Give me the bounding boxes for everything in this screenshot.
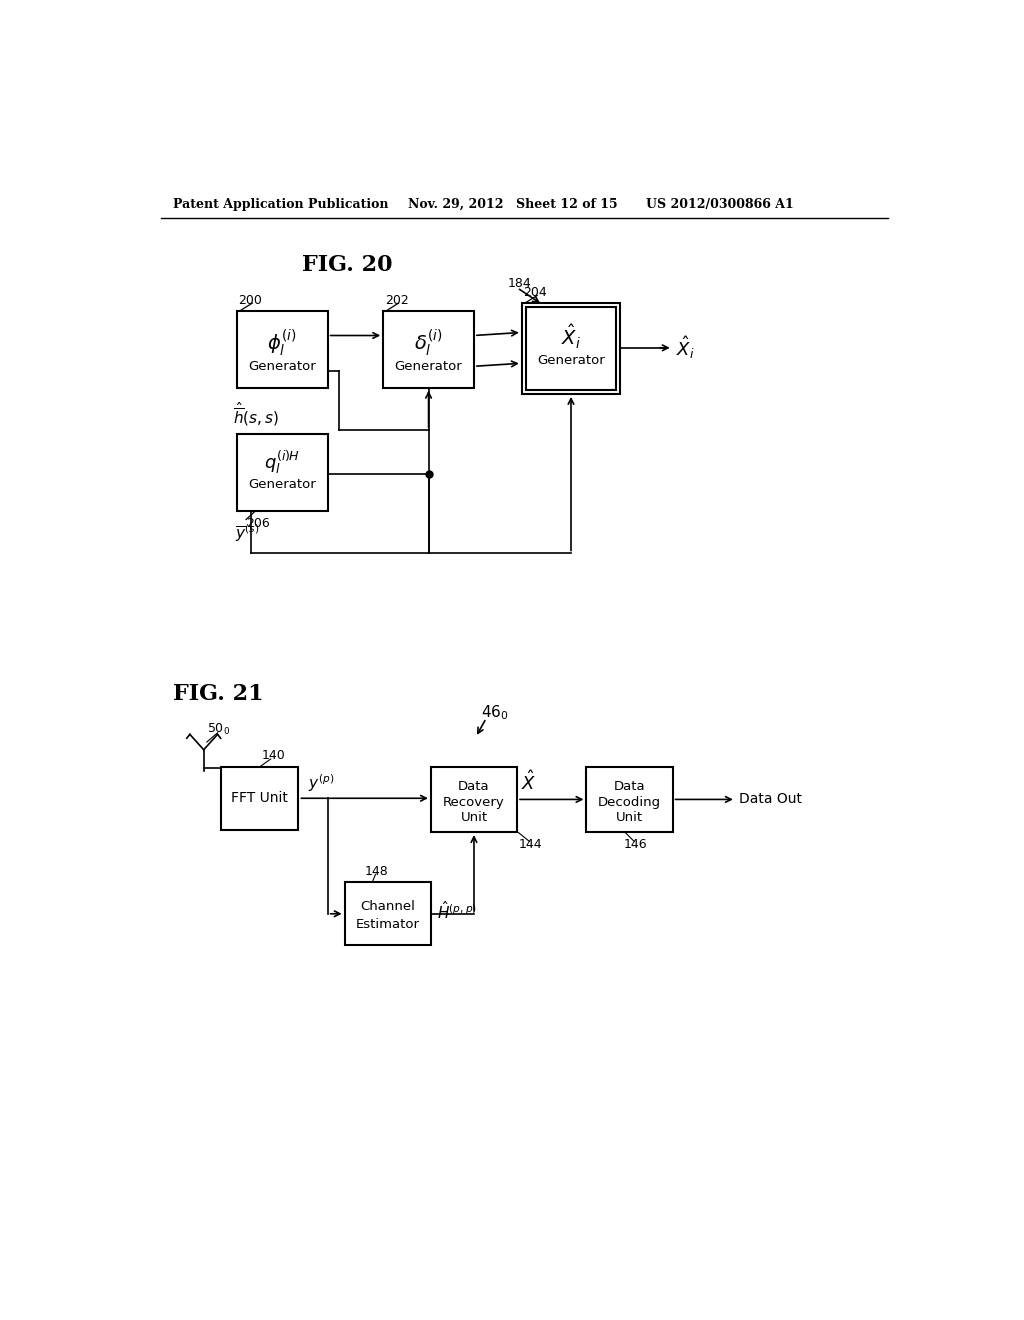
Text: Sheet 12 of 15: Sheet 12 of 15 — [515, 198, 617, 211]
Bar — [587, 767, 673, 832]
Text: Generator: Generator — [249, 360, 316, 372]
Text: Recovery: Recovery — [443, 796, 505, 809]
Text: $\delta_l^{(i)}$: $\delta_l^{(i)}$ — [415, 327, 442, 359]
Text: Data: Data — [458, 780, 489, 793]
Bar — [221, 767, 298, 830]
Text: $\overline{y}^{(s)}$: $\overline{y}^{(s)}$ — [236, 523, 260, 545]
Text: $\hat{X}$: $\hat{X}$ — [521, 771, 537, 795]
Text: 144: 144 — [518, 838, 543, 851]
Text: 200: 200 — [239, 293, 262, 306]
Bar — [521, 304, 621, 395]
Bar — [345, 882, 431, 945]
Text: Estimator: Estimator — [355, 917, 420, 931]
Text: 202: 202 — [385, 293, 409, 306]
Text: 148: 148 — [365, 865, 388, 878]
Bar — [383, 312, 474, 388]
Bar — [431, 767, 517, 832]
Text: 204: 204 — [523, 286, 547, 298]
Text: 146: 146 — [624, 838, 647, 851]
Text: 184: 184 — [508, 277, 531, 289]
Text: FIG. 20: FIG. 20 — [301, 253, 392, 276]
Bar — [237, 434, 328, 511]
Text: Unit: Unit — [461, 810, 487, 824]
Text: Generator: Generator — [394, 360, 463, 372]
Text: 140: 140 — [261, 750, 286, 763]
Text: Data: Data — [613, 780, 645, 793]
Text: Data Out: Data Out — [739, 792, 802, 807]
Text: $\hat{X}_i$: $\hat{X}_i$ — [561, 323, 581, 351]
Text: $50_0$: $50_0$ — [207, 722, 229, 738]
Text: $\phi_l^{(i)}$: $\phi_l^{(i)}$ — [267, 327, 297, 359]
Text: Patent Application Publication: Patent Application Publication — [173, 198, 388, 211]
Text: $\hat{X}_i$: $\hat{X}_i$ — [677, 334, 695, 362]
Text: 206: 206 — [246, 517, 269, 529]
Bar — [525, 308, 616, 391]
Text: FFT Unit: FFT Unit — [231, 791, 289, 805]
Bar — [237, 312, 328, 388]
Text: Generator: Generator — [249, 478, 316, 491]
Text: Unit: Unit — [616, 810, 643, 824]
Text: Generator: Generator — [538, 354, 605, 367]
Text: Decoding: Decoding — [598, 796, 662, 809]
Text: FIG. 21: FIG. 21 — [173, 682, 263, 705]
Text: $y^{(p)}$: $y^{(p)}$ — [307, 772, 334, 793]
Text: $q_l^{(i)H}$: $q_l^{(i)H}$ — [264, 447, 300, 475]
Text: US 2012/0300866 A1: US 2012/0300866 A1 — [646, 198, 795, 211]
Text: Nov. 29, 2012: Nov. 29, 2012 — [408, 198, 503, 211]
Text: $\hat{\overline{h}}(s,s)$: $\hat{\overline{h}}(s,s)$ — [233, 400, 279, 428]
Text: $\hat{H}^{(p,p)}$: $\hat{H}^{(p,p)}$ — [437, 900, 477, 921]
Text: Channel: Channel — [360, 900, 415, 913]
Text: $46_0$: $46_0$ — [481, 704, 509, 722]
